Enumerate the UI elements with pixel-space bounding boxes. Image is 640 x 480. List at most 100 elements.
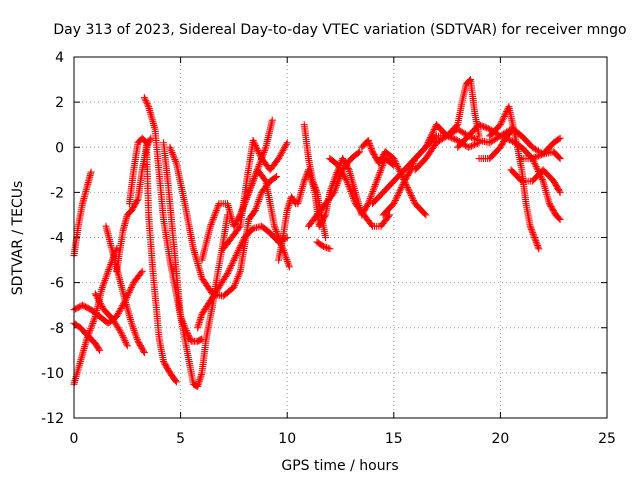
data-point [236,269,244,277]
data-point [125,288,133,296]
data-point [452,136,460,144]
data-point [348,191,356,199]
data-point [237,209,245,217]
data-point [527,225,535,233]
data-point [333,180,341,188]
data-point [224,270,232,278]
data-point [392,195,400,203]
data-point [250,138,258,146]
data-point [530,158,538,166]
data-point [480,123,488,131]
y-tick-label: 0 [55,140,64,156]
data-point [371,181,379,189]
data-point [210,214,218,222]
data-point [331,187,339,195]
data-point [232,252,240,260]
data-point [95,345,103,353]
data-point [142,97,150,105]
data-point [119,332,127,340]
data-point [404,185,412,193]
data-point [496,121,504,129]
data-point [207,220,215,228]
data-point [333,181,341,189]
data-point [87,325,95,333]
data-point [143,100,151,108]
data-point [394,190,402,198]
data-point [354,149,362,157]
y-axis-label: SDTVAR / TECUs [10,181,26,296]
data-point [323,244,331,252]
data-point [428,130,436,138]
data-point [535,169,543,177]
data-point [451,135,459,143]
series-track-20 [305,148,364,230]
x-axis-label: GPS time / hours [281,458,398,474]
data-point [329,190,337,198]
data-point [280,145,288,153]
data-point [86,326,94,334]
data-point [426,134,434,142]
data-point [233,276,241,284]
data-point [233,250,241,258]
data-point [244,192,252,200]
series-track-30 [518,155,564,223]
data-point [282,140,290,148]
data-point [186,334,194,342]
data-point [368,146,376,154]
data-point [235,271,243,279]
data-point [407,190,415,198]
data-point [273,173,281,181]
data-point [424,138,432,146]
data-point [117,328,125,336]
data-point [475,121,483,129]
data-point [321,243,329,251]
data-point [208,219,216,227]
data-point [335,163,343,171]
data-point [481,123,489,131]
data-point [169,152,177,160]
data-point [254,146,262,154]
data-point [276,153,284,161]
data-point [113,312,121,320]
data-point [137,269,145,277]
data-point [426,135,434,143]
data-point [422,143,430,151]
data-point [330,188,338,196]
data-point [211,210,219,218]
data-point [223,271,231,279]
series-track-22 [358,136,430,219]
data-point [319,243,327,251]
data-point [368,189,376,197]
data-point [409,161,417,169]
data-point [324,244,332,252]
data-point [312,187,320,195]
data-point [349,194,357,202]
data-point [127,285,135,293]
data-point [534,166,542,174]
grid [74,57,607,418]
data-point [391,158,399,166]
data-point [275,234,283,242]
data-point [240,201,248,209]
data-point [334,178,342,186]
data-point [410,158,418,166]
series-track-29 [507,166,564,196]
data-point [555,187,563,195]
data-point [105,264,113,272]
data-point [230,283,238,291]
data-point [349,193,357,201]
data-point [233,274,241,282]
data-point [367,221,375,229]
data-point [126,287,134,295]
data-point [529,156,537,164]
data-point [141,95,149,103]
data-point [453,122,461,130]
series-track-18 [300,121,330,241]
data-point [209,215,217,223]
data-point [464,143,472,151]
data-point [371,182,379,190]
data-point [339,171,347,179]
data-point [429,127,437,135]
data-point [261,147,269,155]
data-point [225,266,233,274]
